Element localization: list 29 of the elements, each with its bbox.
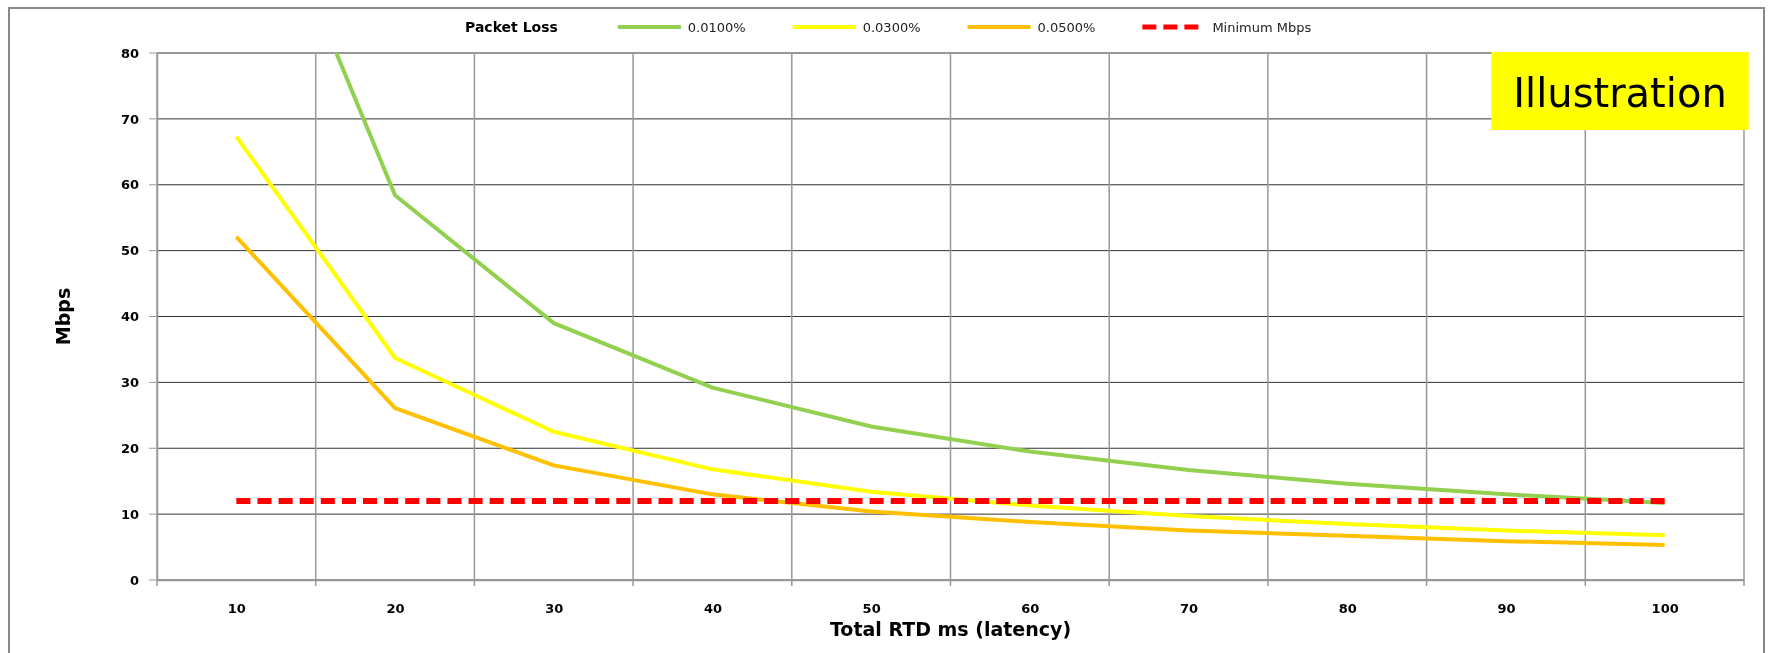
x-tick-label: 90	[1497, 601, 1516, 617]
x-tick-label: 30	[545, 601, 564, 617]
y-tick-label: 80	[120, 45, 139, 61]
y-tick-label: 50	[120, 243, 139, 259]
legend-title: Packet Loss	[465, 19, 558, 35]
x-tick-label: 40	[703, 601, 722, 617]
y-tick-label: 10	[120, 506, 139, 522]
legend-label: 0.0500%	[1037, 20, 1096, 35]
y-tick-label: 70	[120, 111, 139, 127]
x-tick-label: 50	[862, 601, 881, 617]
x-tick-label: 100	[1651, 601, 1679, 617]
y-tick-label: 60	[120, 177, 139, 193]
legend-label: 0.0100%	[687, 20, 746, 35]
y-axis-title: Mbps	[52, 287, 74, 346]
legend-label: Minimum Mbps	[1212, 20, 1312, 35]
y-tick-label: 40	[120, 309, 139, 325]
y-tick-label: 0	[129, 572, 139, 588]
x-axis-title: Total RTD ms (latency)	[829, 618, 1072, 640]
y-tick-label: 20	[120, 440, 139, 456]
x-tick-label: 20	[386, 601, 405, 617]
y-tick-label: 30	[120, 375, 139, 391]
x-tick-label: 60	[1021, 601, 1040, 617]
annotation: Illustration	[1513, 70, 1727, 116]
legend-label: 0.0300%	[862, 20, 921, 35]
x-tick-label: 80	[1338, 601, 1357, 617]
x-tick-label: 10	[227, 601, 246, 617]
line-series	[234, 234, 1667, 548]
x-tick-label: 70	[1180, 601, 1199, 617]
line-series	[234, 134, 1667, 538]
